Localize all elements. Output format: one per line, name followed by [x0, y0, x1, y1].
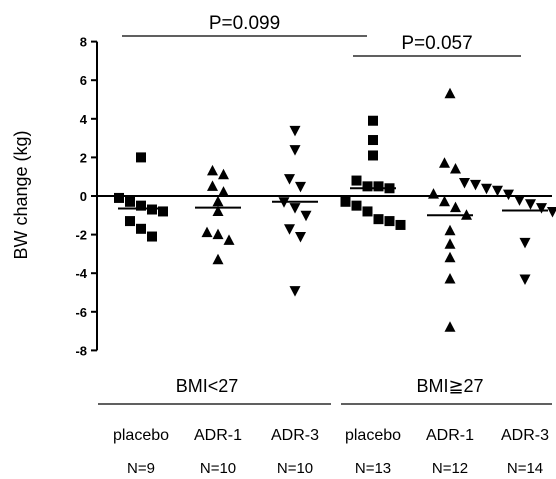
data-point — [295, 232, 306, 243]
data-point — [450, 162, 461, 174]
data-point — [547, 206, 556, 218]
data-point — [439, 195, 450, 207]
x-axis-labels: BMI<27 BMI≧27 placebo N=9 ADR-1 N=10 ADR-3 N=10… — [98, 376, 552, 477]
data-point — [428, 188, 439, 199]
y-tick-label: -2 — [75, 228, 87, 243]
p-value-label: P=0.057 — [401, 33, 472, 54]
group-label: BMI≧27 — [416, 376, 483, 396]
sample-size-label: N=12 — [432, 460, 468, 477]
data-point — [284, 224, 295, 235]
data-point — [136, 223, 146, 234]
data-point — [284, 174, 295, 185]
data-point — [362, 181, 373, 192]
y-tick-label: -8 — [75, 343, 87, 358]
y-tick-label: 6 — [80, 73, 87, 88]
data-point — [212, 195, 224, 207]
data-point — [450, 201, 461, 213]
data-point — [368, 135, 378, 146]
data-point — [481, 183, 492, 195]
sample-size-label: N=13 — [355, 460, 391, 477]
p-value-label: P=0.099 — [209, 13, 280, 34]
data-point — [459, 177, 470, 189]
category-label: ADR-3 — [501, 427, 549, 444]
data-point — [514, 195, 525, 206]
category-label: placebo — [113, 427, 169, 444]
category-label: placebo — [345, 427, 401, 444]
data-point — [362, 206, 373, 217]
data-point — [492, 185, 503, 197]
data-point — [136, 200, 146, 211]
data-point — [212, 205, 224, 216]
data-point — [519, 237, 531, 249]
data-point — [351, 200, 362, 211]
data-point — [300, 210, 312, 222]
sample-size-label: N=9 — [127, 460, 155, 477]
y-axis: 8 6 4 2 0 -2 -4 -6 -8 — [75, 35, 552, 358]
data-point — [444, 224, 456, 236]
data-point — [295, 181, 306, 193]
data-point — [503, 189, 514, 201]
y-tick-label: 2 — [80, 150, 87, 165]
y-tick-label: 8 — [80, 35, 87, 50]
data-point — [289, 145, 301, 156]
data-point — [158, 206, 168, 217]
data-point — [207, 180, 218, 191]
data-point — [218, 186, 229, 197]
data-point — [444, 87, 456, 99]
data-point — [444, 272, 456, 284]
data-point — [289, 125, 301, 137]
data-point — [525, 199, 536, 210]
data-point — [470, 179, 481, 191]
data-point — [340, 196, 351, 207]
category-label: ADR-3 — [271, 427, 319, 444]
data-point — [368, 115, 378, 126]
data-point — [444, 238, 456, 249]
y-tick-label: -4 — [75, 266, 87, 281]
data-point — [289, 203, 301, 214]
sample-size-label: N=14 — [507, 460, 543, 477]
data-point — [212, 253, 224, 265]
category-label: ADR-1 — [426, 427, 474, 444]
significance-annotations: P=0.099 P=0.057 — [122, 13, 521, 57]
data-point — [368, 150, 378, 161]
sample-size-label: N=10 — [277, 460, 313, 477]
data-point — [125, 216, 135, 227]
data-point — [201, 226, 213, 238]
y-tick-label: 0 — [80, 189, 87, 204]
data-point — [439, 157, 450, 168]
data-point — [223, 234, 235, 245]
data-point — [519, 274, 531, 285]
sample-size-label: N=10 — [200, 460, 236, 477]
y-axis-label: BW change (kg) — [11, 130, 31, 259]
data-point — [212, 228, 224, 240]
data-point — [351, 175, 362, 186]
data-point — [289, 286, 301, 297]
category-label: ADR-1 — [194, 427, 242, 444]
y-tick-label: 4 — [80, 112, 88, 127]
data-point — [536, 203, 547, 214]
data-point — [125, 196, 135, 207]
data-point — [373, 214, 384, 225]
data-points — [114, 87, 556, 332]
data-point — [218, 168, 229, 180]
mean-lines — [118, 187, 548, 217]
data-point — [444, 321, 456, 332]
data-point — [207, 164, 218, 176]
data-point — [136, 152, 146, 163]
group-label: BMI<27 — [176, 376, 239, 396]
data-point — [147, 231, 157, 242]
data-point — [114, 192, 124, 203]
data-point — [384, 216, 395, 227]
data-point — [444, 251, 456, 263]
data-point — [395, 219, 406, 230]
data-point — [373, 181, 384, 192]
y-tick-label: -6 — [75, 305, 87, 320]
